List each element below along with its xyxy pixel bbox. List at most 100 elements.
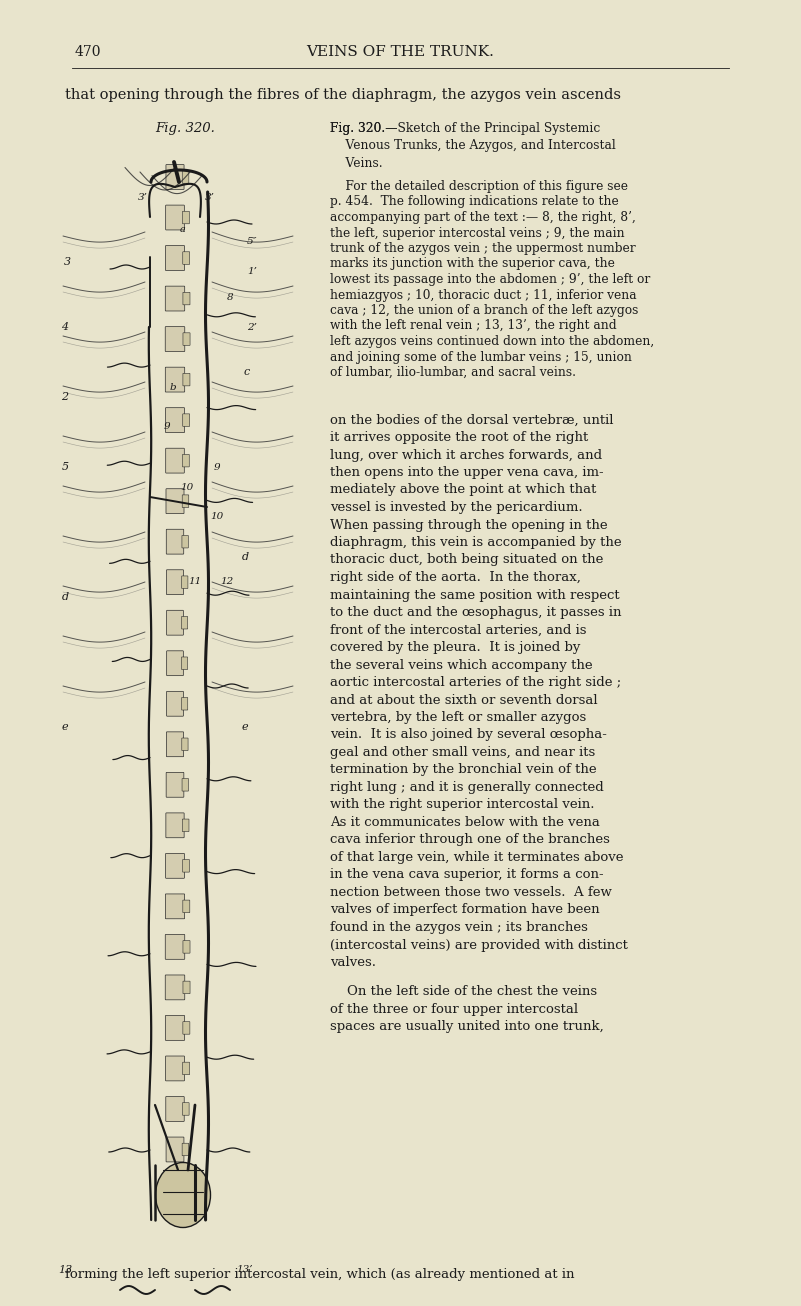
- Text: mediately above the point at which that: mediately above the point at which that: [330, 483, 597, 496]
- FancyBboxPatch shape: [165, 326, 185, 351]
- Text: 5: 5: [62, 462, 69, 471]
- Text: 9: 9: [214, 462, 220, 471]
- Text: with the right superior intercostal vein.: with the right superior intercostal vein…: [330, 798, 594, 811]
- FancyBboxPatch shape: [166, 1057, 184, 1081]
- FancyBboxPatch shape: [182, 1143, 188, 1156]
- Text: marks its junction with the superior cava, the: marks its junction with the superior cav…: [330, 257, 615, 270]
- Text: then opens into the upper vena cava, im-: then opens into the upper vena cava, im-: [330, 466, 604, 479]
- Text: 5″: 5″: [247, 238, 257, 247]
- Text: 12: 12: [220, 577, 234, 586]
- FancyBboxPatch shape: [165, 286, 185, 311]
- FancyBboxPatch shape: [183, 1062, 190, 1075]
- Text: On the left side of the chest the veins: On the left side of the chest the veins: [330, 986, 597, 999]
- Text: valves of imperfect formation have been: valves of imperfect formation have been: [330, 904, 600, 917]
- Text: cava ; 12, the union of a branch of the left azygos: cava ; 12, the union of a branch of the …: [330, 304, 638, 317]
- FancyBboxPatch shape: [166, 407, 184, 432]
- Text: 470: 470: [75, 44, 102, 59]
- FancyBboxPatch shape: [165, 893, 184, 919]
- FancyBboxPatch shape: [167, 610, 183, 635]
- Text: lowest its passage into the abdomen ; 9’, the left or: lowest its passage into the abdomen ; 9’…: [330, 273, 650, 286]
- Text: d: d: [62, 592, 69, 602]
- Text: it arrives opposite the root of the right: it arrives opposite the root of the righ…: [330, 431, 588, 444]
- Text: aortic intercostal arteries of the right side ;: aortic intercostal arteries of the right…: [330, 677, 622, 690]
- Text: and joining some of the lumbar veins ; 15, union: and joining some of the lumbar veins ; 1…: [330, 350, 632, 363]
- Text: accompanying part of the text :— 8, the right, 8’,: accompanying part of the text :— 8, the …: [330, 212, 636, 225]
- FancyBboxPatch shape: [183, 414, 190, 426]
- FancyBboxPatch shape: [183, 940, 190, 953]
- FancyBboxPatch shape: [167, 731, 183, 756]
- Text: 13: 13: [58, 1266, 72, 1275]
- Text: Fig. 320.—: Fig. 320.—: [330, 121, 397, 135]
- Text: of lumbar, ilio-lumbar, and sacral veins.: of lumbar, ilio-lumbar, and sacral veins…: [330, 366, 576, 379]
- Text: 13’: 13’: [237, 1266, 253, 1275]
- FancyBboxPatch shape: [183, 293, 190, 304]
- FancyBboxPatch shape: [183, 859, 190, 872]
- Text: When passing through the opening in the: When passing through the opening in the: [330, 518, 608, 532]
- Text: 10: 10: [180, 482, 194, 491]
- Text: c: c: [244, 367, 250, 377]
- Text: the left, superior intercostal veins ; 9, the main: the left, superior intercostal veins ; 9…: [330, 226, 625, 239]
- Text: b: b: [170, 383, 176, 392]
- FancyBboxPatch shape: [183, 374, 190, 385]
- Text: cava inferior through one of the branches: cava inferior through one of the branche…: [330, 833, 610, 846]
- Text: lung, over which it arches forwards, and: lung, over which it arches forwards, and: [330, 448, 602, 461]
- Text: 8: 8: [227, 293, 233, 302]
- Text: and at about the sixth or seventh dorsal: and at about the sixth or seventh dorsal: [330, 693, 598, 707]
- Text: p. 454.  The following indications relate to the: p. 454. The following indications relate…: [330, 196, 618, 209]
- FancyBboxPatch shape: [165, 1016, 185, 1041]
- Text: to the duct and the œsophagus, it passes in: to the duct and the œsophagus, it passes…: [330, 606, 622, 619]
- Text: a: a: [180, 226, 186, 235]
- Text: 4: 4: [62, 323, 69, 332]
- FancyBboxPatch shape: [182, 535, 188, 549]
- FancyBboxPatch shape: [165, 367, 185, 392]
- FancyBboxPatch shape: [182, 778, 188, 791]
- FancyBboxPatch shape: [166, 1138, 184, 1162]
- FancyBboxPatch shape: [166, 165, 184, 189]
- Text: forming the left superior intercostal vein, which (as already mentioned at in: forming the left superior intercostal ve…: [65, 1268, 574, 1281]
- FancyBboxPatch shape: [183, 1102, 189, 1115]
- Text: e: e: [242, 722, 248, 731]
- Text: front of the intercostal arteries, and is: front of the intercostal arteries, and i…: [330, 623, 586, 636]
- FancyBboxPatch shape: [183, 252, 190, 264]
- Text: 2: 2: [62, 392, 69, 402]
- FancyBboxPatch shape: [167, 1178, 183, 1203]
- FancyBboxPatch shape: [183, 212, 189, 223]
- Text: e: e: [62, 722, 68, 731]
- Text: As it communicates below with the vena: As it communicates below with the vena: [330, 816, 600, 829]
- Text: geal and other small veins, and near its: geal and other small veins, and near its: [330, 746, 595, 759]
- Text: 10: 10: [211, 512, 223, 521]
- Ellipse shape: [155, 1162, 211, 1228]
- Text: trunk of the azygos vein ; the uppermost number: trunk of the azygos vein ; the uppermost…: [330, 242, 636, 255]
- Text: maintaining the same position with respect: maintaining the same position with respe…: [330, 589, 620, 602]
- Text: of the three or four upper intercostal: of the three or four upper intercostal: [330, 1003, 578, 1016]
- FancyBboxPatch shape: [166, 246, 184, 270]
- FancyBboxPatch shape: [182, 495, 189, 508]
- FancyBboxPatch shape: [166, 205, 184, 230]
- FancyBboxPatch shape: [183, 333, 190, 345]
- FancyBboxPatch shape: [183, 819, 189, 832]
- Text: termination by the bronchial vein of the: termination by the bronchial vein of the: [330, 764, 597, 777]
- Text: 3’: 3’: [205, 192, 215, 201]
- Text: with the left renal vein ; 13, 13’, the right and: with the left renal vein ; 13, 13’, the …: [330, 320, 617, 333]
- FancyBboxPatch shape: [183, 900, 190, 913]
- FancyBboxPatch shape: [182, 738, 188, 751]
- Text: on the bodies of the dorsal vertebræ, until: on the bodies of the dorsal vertebræ, un…: [330, 414, 614, 427]
- Text: VEINS OF THE TRUNK.: VEINS OF THE TRUNK.: [307, 44, 494, 59]
- Text: valves.: valves.: [330, 956, 376, 969]
- FancyBboxPatch shape: [182, 616, 187, 629]
- Text: d: d: [241, 552, 248, 562]
- Text: vein.  It is also joined by several œsopha-: vein. It is also joined by several œsoph…: [330, 729, 607, 742]
- FancyBboxPatch shape: [182, 1183, 188, 1196]
- FancyBboxPatch shape: [183, 171, 189, 183]
- Text: the several veins which accompany the: the several veins which accompany the: [330, 658, 593, 671]
- Text: 11: 11: [188, 577, 202, 586]
- Text: right lung ; and it is generally connected: right lung ; and it is generally connect…: [330, 781, 604, 794]
- Text: Fig. 320.—Sketch of the Principal Systemic
    Venous Trunks, the Azygos, and In: Fig. 320.—Sketch of the Principal System…: [330, 121, 616, 170]
- FancyBboxPatch shape: [166, 812, 184, 837]
- Text: found in the azygos vein ; its branches: found in the azygos vein ; its branches: [330, 921, 588, 934]
- FancyBboxPatch shape: [166, 853, 184, 878]
- Text: nection between those two vessels.  A few: nection between those two vessels. A few: [330, 885, 612, 899]
- FancyBboxPatch shape: [165, 976, 185, 1000]
- FancyBboxPatch shape: [167, 691, 183, 716]
- FancyBboxPatch shape: [166, 488, 184, 513]
